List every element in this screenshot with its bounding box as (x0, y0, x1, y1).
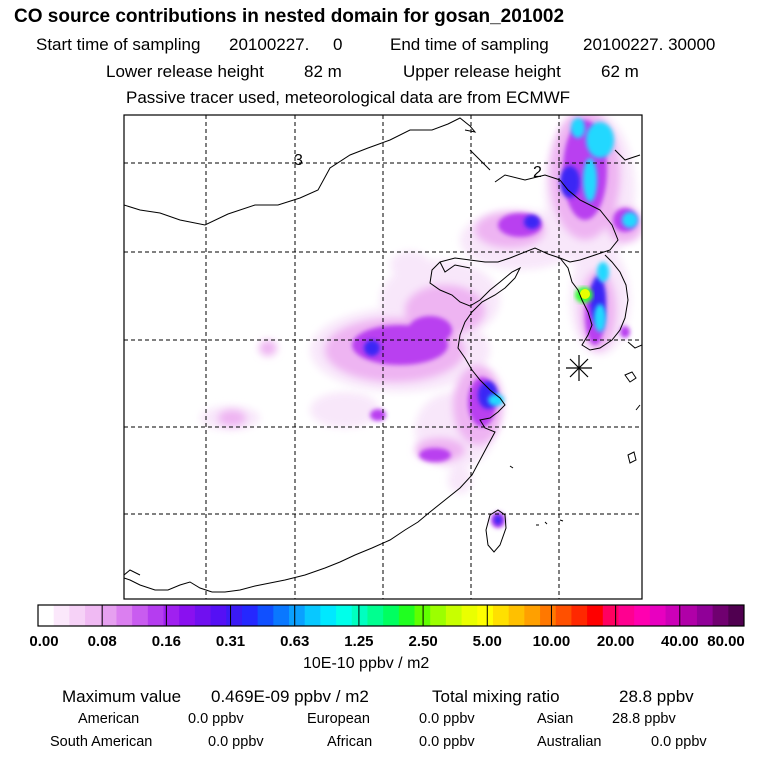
colorbar-swatch (210, 605, 227, 626)
colorbar-swatch (383, 605, 400, 626)
colorbar-swatch (273, 605, 290, 626)
colorbar-swatch (289, 605, 306, 626)
colorbar (37, 604, 745, 627)
colorbar-swatch (696, 605, 714, 626)
colorbar-tick-label: 0.63 (280, 633, 310, 650)
region-american-label: American (78, 711, 140, 727)
region-african-label: African (327, 734, 373, 750)
colorbar-tick-label: 20.00 (596, 633, 635, 650)
colorbar-swatch (508, 605, 525, 626)
upper-release-label: Upper release height (403, 62, 561, 81)
colorbar-tick-label: 2.50 (408, 633, 438, 650)
colorbar-swatch (445, 605, 463, 626)
colorbar-swatch (461, 605, 478, 626)
colorbar-frame (37, 604, 745, 627)
colorbar-tick-label: 1.25 (344, 633, 374, 650)
colorbar-swatch (194, 605, 212, 626)
region-south-american-label: South American (50, 734, 153, 750)
colorbar-swatch (257, 605, 274, 626)
colorbar-tick-label: 0.16 (151, 633, 181, 650)
colorbar-swatch (38, 605, 55, 626)
colorbar-swatch (477, 605, 494, 626)
colorbar-swatch (69, 605, 86, 626)
region-asian-value: 28.8 ppbv (612, 711, 676, 727)
plot-title: CO source contributions in nested domain… (14, 6, 565, 27)
colorbar-swatch (398, 605, 416, 626)
region-european-label: European (307, 711, 370, 727)
colorbar-swatch (728, 605, 745, 626)
colorbar-swatch (649, 605, 667, 626)
colorbar-swatch (100, 605, 117, 626)
region-australian-value: 0.0 ppbv (651, 734, 707, 750)
region-african-value: 0.0 ppbv (419, 734, 475, 750)
source-contribution-map: 3 2 (37, 114, 745, 627)
region-european-value: 0.0 ppbv (419, 711, 475, 727)
coastlines (124, 117, 642, 593)
colorbar-swatch (367, 605, 384, 626)
colorbar-swatch (555, 605, 572, 626)
lower-release-value: 82 m (304, 62, 342, 81)
region-australian-label: Australian (537, 734, 602, 750)
region-asian-label: Asian (537, 711, 574, 727)
tracer-note: Passive tracer used, meteorological data… (126, 88, 571, 107)
colorbar-swatch (226, 605, 243, 626)
colorbar-swatch (351, 605, 368, 626)
lower-release-label: Lower release height (106, 62, 264, 81)
upper-release-value: 62 m (601, 62, 639, 81)
colorbar-swatch (602, 605, 619, 626)
colorbar-swatch (53, 605, 70, 626)
colorbar-tick-label: 5.00 (472, 633, 502, 650)
colorbar-swatch (430, 605, 447, 626)
colorbar-tick-label: 40.00 (661, 633, 699, 650)
colorbar-tick-label: 0.00 (29, 633, 59, 650)
colorbar-swatch (132, 605, 149, 626)
colorbar-swatch (85, 605, 102, 626)
colorbar-swatch (163, 605, 180, 626)
colorbar-swatch (665, 605, 682, 626)
colorbar-swatch (681, 605, 698, 626)
colorbar-swatch (304, 605, 321, 626)
end-sampling-value: 20100227. 30000 (583, 35, 716, 54)
colorbar-tick-label: 80.00 (707, 633, 745, 650)
total-mixing-label: Total mixing ratio (432, 687, 560, 706)
max-value: 0.469E-09 ppbv / m2 (211, 687, 369, 706)
colorbar-swatch (179, 605, 196, 626)
contour-label-3: 3 (294, 152, 303, 169)
colorbar-swatch (634, 605, 651, 626)
region-south-american-value: 0.0 ppbv (208, 734, 264, 750)
lat-lon-grid (124, 115, 642, 599)
start-sampling-label: Start time of sampling (36, 35, 201, 54)
colorbar-swatch (571, 605, 588, 626)
total-mixing-value: 28.8 ppbv (619, 687, 694, 706)
concentration-field (200, 115, 642, 528)
colorbar-swatch (336, 605, 353, 626)
colorbar-tick-label: 0.31 (215, 633, 246, 650)
end-sampling-label: End time of sampling (390, 35, 549, 54)
receptor-star-icon (566, 355, 592, 381)
colorbar-swatch (540, 605, 557, 626)
start-sampling-value: 20100227. 0 (229, 35, 343, 54)
colorbar-tick-label: 10.00 (532, 633, 571, 650)
colorbar-swatch (116, 605, 133, 626)
colorbar-tick-label: 0.08 (87, 633, 117, 650)
colorbar-swatch (618, 605, 635, 626)
contour-label-2: 2 (533, 164, 542, 181)
colorbar-swatch (147, 605, 165, 626)
colorbar-swatch (587, 605, 604, 626)
colorbar-swatch (241, 605, 259, 626)
map-frame (123, 114, 643, 600)
colorbar-unit: 10E-10 ppbv / m2 (303, 655, 430, 672)
max-value-label: Maximum value (62, 687, 182, 706)
colorbar-swatch (712, 605, 729, 626)
region-american-value: 0.0 ppbv (188, 711, 244, 727)
colorbar-swatch (320, 605, 337, 626)
colorbar-swatch (524, 605, 541, 626)
colorbar-swatch (492, 605, 510, 626)
